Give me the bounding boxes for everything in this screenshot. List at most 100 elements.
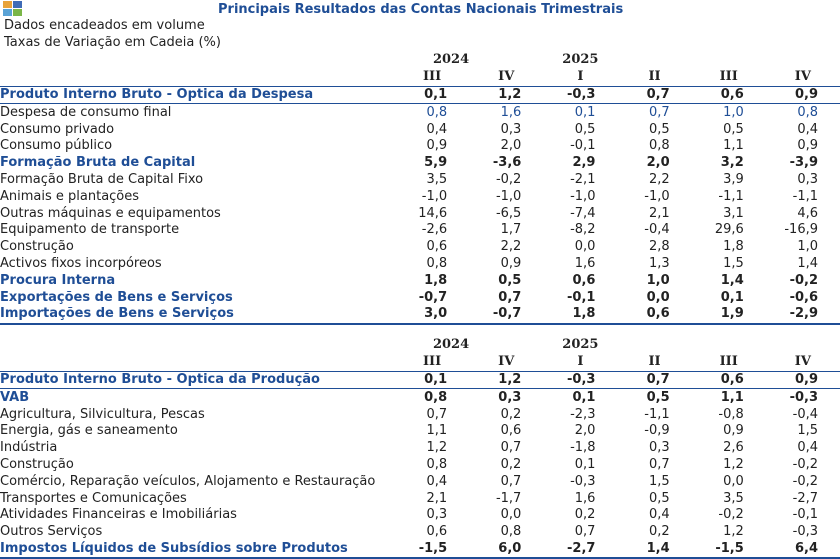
subtitle-volume: Dados encadeados em volume xyxy=(4,18,205,33)
row-value: 1,1 xyxy=(723,138,744,154)
row-value: 0,4 xyxy=(426,121,448,137)
row-value: 1,5 xyxy=(723,255,744,271)
quarter-header: III xyxy=(691,68,766,87)
row-label: Procura Interna xyxy=(0,272,116,288)
row-value: 1,1 xyxy=(720,389,744,405)
row-label: Indústria xyxy=(0,440,58,456)
row-value: 1,2 xyxy=(723,456,744,472)
row-value: -1,1 xyxy=(792,188,818,204)
row-value: 0,9 xyxy=(500,255,522,271)
row-value: 1,8 xyxy=(723,239,744,255)
row-value: 0,8 xyxy=(500,524,522,540)
row-label: Atividades Financeiras e Imobiliárias xyxy=(0,507,237,523)
row-value: 1,7 xyxy=(500,222,522,238)
row-value: 2,1 xyxy=(648,205,670,221)
row-value: 0,7 xyxy=(648,104,670,120)
row-value: 0,9 xyxy=(765,371,840,390)
row-value: 0,5 xyxy=(574,121,596,137)
row-value: 0,8 xyxy=(648,138,670,154)
row-value: 6,0 xyxy=(469,540,544,559)
row-value: 0,6 xyxy=(691,371,766,390)
row-value: -0,9 xyxy=(644,423,670,439)
row-value: -8,2 xyxy=(570,222,596,238)
quarter-header: IV xyxy=(469,68,544,87)
row-value: 3,0 xyxy=(395,305,470,325)
row-label: Activos fixos incorpóreos xyxy=(0,255,162,271)
row-value: 0,1 xyxy=(395,86,470,105)
row-value: 2,1 xyxy=(426,490,448,506)
quarter-header: II xyxy=(617,353,692,372)
table-row: Energia, gás e saneamento 1,1 0,6 2,0 -0,9 0,… xyxy=(0,423,840,440)
table-row: Consumo público 0,9 2,0 -0,1 0,8 1,1 0,9 xyxy=(0,138,840,155)
row-label: Consumo privado xyxy=(0,121,115,137)
row-value: 1,6 xyxy=(574,255,596,271)
row-value: -0,3 xyxy=(789,389,818,405)
table-row: Produto Interno Bruto - Óptica da Produç… xyxy=(0,371,840,390)
table-row: Produto Interno Bruto - Óptica da Despes… xyxy=(0,86,840,105)
row-value: 0,1 xyxy=(395,371,470,390)
row-value: 1,4 xyxy=(720,272,744,288)
row-label: Outros Serviços xyxy=(0,524,103,540)
row-label: Outras máquinas e equipamentos xyxy=(0,205,221,221)
row-value: 2,8 xyxy=(648,239,670,255)
row-value: 0,5 xyxy=(723,121,744,137)
row-value: 0,7 xyxy=(500,440,522,456)
table-row: VAB 0,8 0,3 0,1 0,5 1,1 -0,3 xyxy=(0,389,840,406)
quarter-header: II xyxy=(617,68,692,87)
row-value: -7,4 xyxy=(570,205,596,221)
quarter-header-row: III IV I II III IV xyxy=(0,353,840,372)
row-value: 0,8 xyxy=(426,255,448,271)
row-value: -0,1 xyxy=(570,138,596,154)
row-value: 0,5 xyxy=(498,272,522,288)
row-value: 1,4 xyxy=(617,540,692,559)
row-label: Produto Interno Bruto - Óptica da Despes… xyxy=(0,86,395,105)
row-value: -1,5 xyxy=(395,540,470,559)
row-value: -3,6 xyxy=(492,155,522,171)
row-value: 0,3 xyxy=(500,121,522,137)
row-value: 0,5 xyxy=(646,389,670,405)
row-value: 1,0 xyxy=(797,239,818,255)
row-value: 1,6 xyxy=(574,490,596,506)
row-value: 0,0 xyxy=(723,473,744,489)
quarter-header: I xyxy=(543,353,618,372)
row-value: 0,3 xyxy=(648,440,670,456)
row-value: 0,6 xyxy=(572,272,596,288)
row-value: 0,1 xyxy=(572,389,596,405)
row-value: -0,3 xyxy=(570,473,596,489)
table-row: Exportações de Bens e Serviços -0,7 0,7 -0,… xyxy=(0,289,840,306)
row-value: 0,0 xyxy=(646,289,670,305)
table-row: Agricultura, Silvicultura, Pescas 0,7 0,2 -… xyxy=(0,406,840,423)
table-row: Activos fixos incorpóreos 0,8 0,9 1,6 1,3 1,5… xyxy=(0,256,840,273)
table-row: Consumo privado 0,4 0,3 0,5 0,5 0,5 0,4 xyxy=(0,121,840,138)
row-label: Impostos Líquidos de Subsídios sobre Pro… xyxy=(0,540,395,559)
row-value: 3,5 xyxy=(723,490,744,506)
row-value: -1,5 xyxy=(691,540,766,559)
row-value: 1,1 xyxy=(426,423,448,439)
row-value: 1,2 xyxy=(469,371,544,390)
quarter-header: III xyxy=(691,353,766,372)
ine-logo xyxy=(3,1,23,17)
row-value: 0,0 xyxy=(574,239,596,255)
row-value: -0,4 xyxy=(644,222,670,238)
row-value: 2,0 xyxy=(500,138,522,154)
row-value: 0,4 xyxy=(797,440,818,456)
row-value: 0,7 xyxy=(500,473,522,489)
row-value: 2,0 xyxy=(574,423,596,439)
row-value: 0,7 xyxy=(574,524,596,540)
row-value: 1,0 xyxy=(646,272,670,288)
row-value: -0,3 xyxy=(543,86,618,105)
row-value: -0,7 xyxy=(469,305,544,325)
row-value: 0,1 xyxy=(720,289,744,305)
row-label: Despesa de consumo final xyxy=(0,104,172,120)
logo-square-blue xyxy=(13,1,22,8)
row-value: 6,4 xyxy=(765,540,840,559)
row-value: 4,6 xyxy=(797,205,818,221)
quarter-header: IV xyxy=(469,353,544,372)
row-value: -0,7 xyxy=(418,289,448,305)
year-header: 2025 xyxy=(562,52,599,68)
row-label: Consumo público xyxy=(0,138,113,154)
row-value: -0,3 xyxy=(543,371,618,390)
row-value: 0,7 xyxy=(498,289,522,305)
page-title: Principais Resultados das Contas Naciona… xyxy=(218,2,624,17)
row-label: Equipamento de transporte xyxy=(0,222,180,238)
